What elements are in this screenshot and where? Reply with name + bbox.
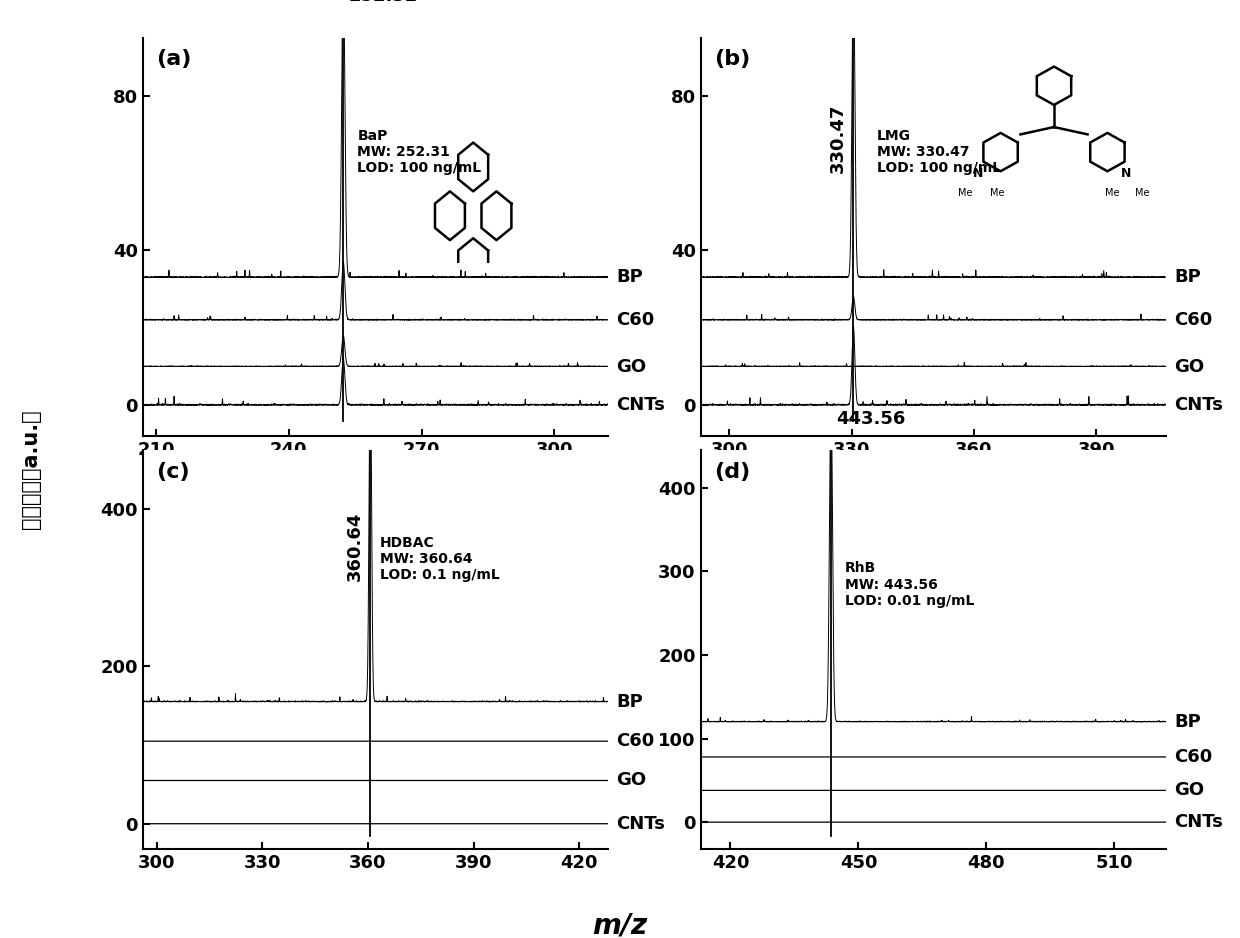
- Text: C60: C60: [1174, 311, 1213, 329]
- Text: GO: GO: [1174, 357, 1204, 375]
- Text: LMG
MW: 330.47
LOD: 100 ng/mL: LMG MW: 330.47 LOD: 100 ng/mL: [877, 129, 1001, 175]
- Text: HDBAC
MW: 360.64
LOD: 0.1 ng/mL: HDBAC MW: 360.64 LOD: 0.1 ng/mL: [379, 536, 500, 582]
- Text: BP: BP: [616, 268, 642, 286]
- Text: GO: GO: [1174, 781, 1204, 799]
- Text: C60: C60: [1174, 748, 1213, 766]
- Text: CNTs: CNTs: [616, 396, 665, 415]
- Text: BaP
MW: 252.31
LOD: 100 ng/mL: BaP MW: 252.31 LOD: 100 ng/mL: [357, 129, 481, 175]
- Text: 443.56: 443.56: [837, 410, 906, 428]
- Text: C60: C60: [616, 311, 655, 329]
- Text: Me: Me: [1105, 189, 1120, 198]
- Text: Me: Me: [1136, 189, 1149, 198]
- Text: Me: Me: [959, 189, 972, 198]
- Text: CNTs: CNTs: [1174, 813, 1223, 831]
- Text: 252.32: 252.32: [348, 0, 418, 5]
- Text: GO: GO: [616, 771, 646, 790]
- Text: BP: BP: [1174, 268, 1200, 286]
- Text: CNTs: CNTs: [616, 815, 665, 833]
- Text: 330.47: 330.47: [828, 103, 847, 173]
- Text: m/z: m/z: [593, 912, 647, 938]
- Text: GO: GO: [616, 357, 646, 375]
- Text: (b): (b): [714, 50, 750, 69]
- Text: Me: Me: [991, 189, 1004, 198]
- Text: (d): (d): [714, 462, 750, 482]
- Text: C60: C60: [616, 733, 655, 750]
- Text: 信号强度（a.u.）: 信号强度（a.u.）: [21, 409, 41, 529]
- Text: 360.64: 360.64: [345, 511, 363, 581]
- Text: (a): (a): [156, 50, 192, 69]
- Text: BP: BP: [1174, 713, 1200, 731]
- Text: N: N: [972, 167, 983, 180]
- Text: N: N: [1121, 167, 1131, 180]
- Text: RhB
MW: 443.56
LOD: 0.01 ng/mL: RhB MW: 443.56 LOD: 0.01 ng/mL: [844, 562, 975, 608]
- Text: BP: BP: [616, 693, 642, 711]
- Text: CNTs: CNTs: [1174, 396, 1223, 415]
- Text: (c): (c): [156, 462, 190, 482]
